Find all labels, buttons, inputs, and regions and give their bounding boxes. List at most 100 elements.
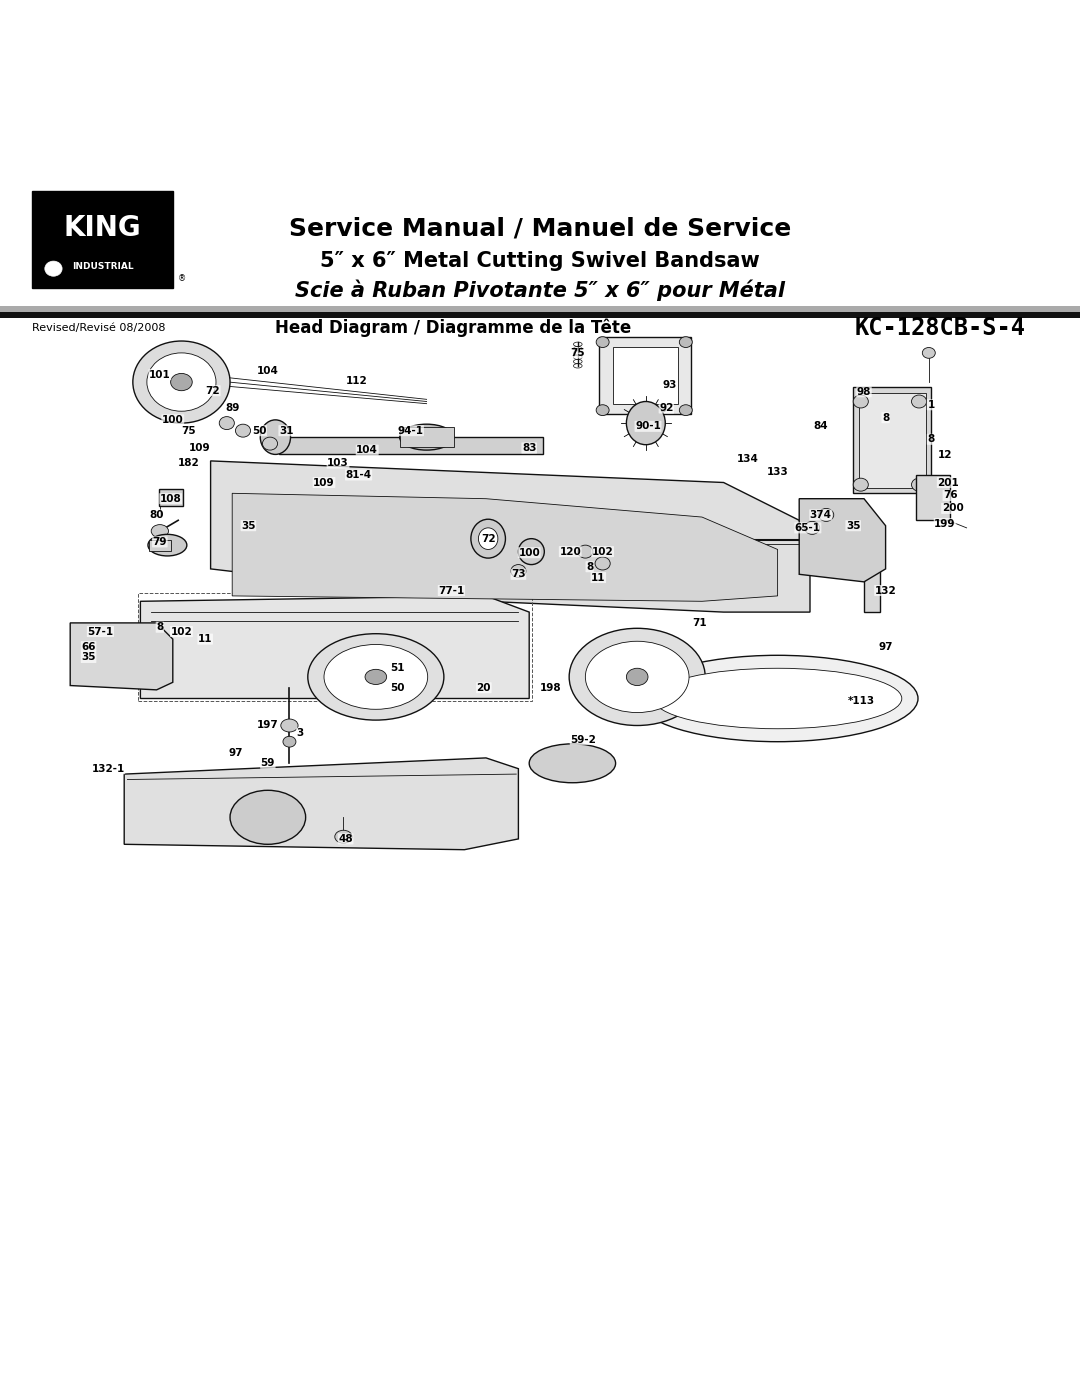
Text: 5″ x 6″ Metal Cutting Swivel Bandsaw: 5″ x 6″ Metal Cutting Swivel Bandsaw [320,251,760,271]
Text: 35: 35 [846,521,861,531]
Text: 72: 72 [205,386,220,395]
Text: KC-128CB-S-4: KC-128CB-S-4 [855,316,1026,339]
Polygon shape [140,597,529,698]
Text: ®: ® [178,274,187,282]
Text: 83: 83 [522,443,537,453]
Text: 59: 59 [260,759,275,768]
Ellipse shape [478,528,498,549]
Text: 97: 97 [878,641,893,651]
Text: 11: 11 [591,573,606,583]
Text: 90-1: 90-1 [635,422,661,432]
Text: 75: 75 [570,348,585,358]
Ellipse shape [230,791,306,844]
Ellipse shape [400,425,454,450]
Text: Service Manual / Manuel de Service: Service Manual / Manuel de Service [288,217,792,240]
Ellipse shape [281,719,298,732]
Ellipse shape [912,395,927,408]
Text: 50: 50 [252,426,267,436]
Text: 201: 201 [937,478,959,488]
Text: 11: 11 [198,634,213,644]
Ellipse shape [637,655,918,742]
Ellipse shape [283,736,296,747]
Ellipse shape [308,634,444,719]
Text: 104: 104 [257,366,279,376]
Text: 76: 76 [943,490,958,500]
Ellipse shape [853,478,868,492]
Ellipse shape [133,341,230,423]
Polygon shape [232,493,778,601]
Text: 89: 89 [225,402,240,414]
Ellipse shape [922,348,935,358]
Text: 57-1: 57-1 [87,626,113,637]
Ellipse shape [805,521,820,534]
Text: *113: *113 [848,696,876,705]
Bar [400,427,454,447]
Bar [599,337,691,415]
Text: 198: 198 [540,683,562,693]
Ellipse shape [653,668,902,729]
Ellipse shape [219,416,234,430]
Text: 134: 134 [737,454,758,464]
Text: 97: 97 [228,747,243,757]
Bar [916,475,950,520]
Text: 73: 73 [511,570,526,580]
Text: 132: 132 [875,585,896,595]
Bar [859,393,926,488]
Text: 132-1: 132-1 [92,764,124,774]
Text: 77-1: 77-1 [438,585,464,595]
Text: 102: 102 [171,626,192,637]
Text: 108: 108 [160,493,181,504]
Text: 75: 75 [181,426,197,436]
Text: 8: 8 [882,412,889,423]
Ellipse shape [260,420,291,454]
Bar [613,348,678,404]
Text: Scie à Ruban Pivotante 5″ x 6″ pour Métal: Scie à Ruban Pivotante 5″ x 6″ pour Méta… [295,279,785,300]
Text: 374: 374 [810,510,832,520]
Polygon shape [124,759,518,849]
Text: 35: 35 [81,652,96,662]
Text: 79: 79 [152,536,167,546]
Ellipse shape [626,668,648,686]
Ellipse shape [585,641,689,712]
Bar [159,489,183,506]
Ellipse shape [679,337,692,348]
Text: 103: 103 [327,458,349,468]
Text: 197: 197 [257,721,279,731]
Ellipse shape [45,261,63,277]
Ellipse shape [626,401,665,444]
Text: 8: 8 [157,622,163,633]
Ellipse shape [511,564,526,577]
Text: 51: 51 [390,664,405,673]
Bar [864,553,880,612]
Text: 31: 31 [279,426,294,436]
Text: 81-4: 81-4 [346,469,372,481]
Text: 35: 35 [241,521,256,531]
Text: 84: 84 [813,422,828,432]
Ellipse shape [365,669,387,685]
Text: 1: 1 [928,400,934,409]
Text: 8: 8 [928,434,934,444]
Text: KING: KING [64,214,141,242]
Ellipse shape [518,539,544,564]
Bar [32,191,173,288]
Ellipse shape [529,743,616,782]
Ellipse shape [235,425,251,437]
Text: 98: 98 [856,387,872,397]
Ellipse shape [324,644,428,710]
Ellipse shape [569,629,705,725]
Ellipse shape [596,337,609,348]
Text: 8: 8 [586,562,593,571]
Text: 20: 20 [476,683,491,693]
Text: 50: 50 [390,683,405,693]
Ellipse shape [471,520,505,557]
Text: 92: 92 [659,402,674,414]
Ellipse shape [147,353,216,411]
Text: 109: 109 [189,443,211,453]
Text: 101: 101 [149,369,171,380]
Ellipse shape [912,478,927,492]
Text: 102: 102 [592,546,613,556]
Text: 59-2: 59-2 [570,735,596,745]
Ellipse shape [148,534,187,556]
Bar [149,539,171,550]
Text: 3: 3 [297,728,303,738]
